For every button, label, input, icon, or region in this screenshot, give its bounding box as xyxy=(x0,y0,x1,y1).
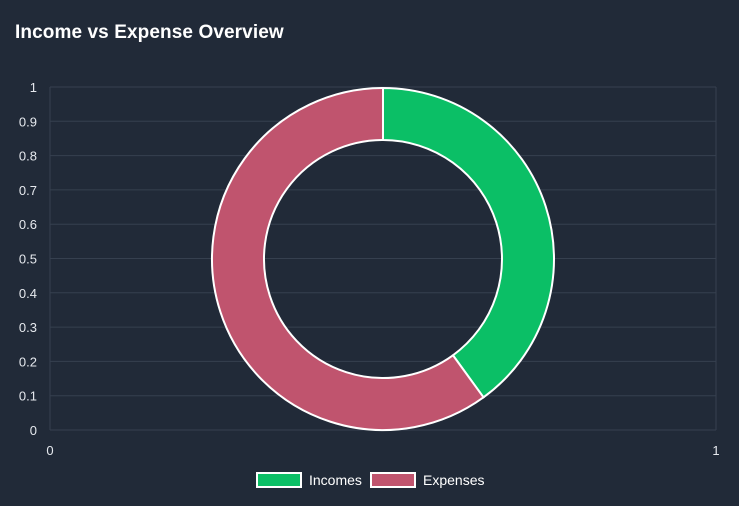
y-tick-label: 0.9 xyxy=(19,114,37,129)
y-tick-label: 0.2 xyxy=(19,354,37,369)
y-tick-label: 0.5 xyxy=(19,252,37,267)
legend-label: Incomes xyxy=(309,472,362,488)
chart-title: Income vs Expense Overview xyxy=(15,22,284,43)
y-tick-label: 0.7 xyxy=(19,183,37,198)
slice-incomes[interactable] xyxy=(382,86,555,399)
y-tick-label: 0.3 xyxy=(19,320,37,335)
y-axis-ticks: 0 0.1 0.2 0.3 0.4 0.5 0.6 0.7 0.8 0.9 1 xyxy=(19,80,37,438)
y-tick-label: 1 xyxy=(30,80,37,95)
y-tick-label: 0.4 xyxy=(19,286,37,301)
y-tick-label: 0.1 xyxy=(19,389,37,404)
legend-item-incomes[interactable]: Incomes xyxy=(256,472,362,488)
legend-swatch xyxy=(370,472,416,488)
y-tick-label: 0.6 xyxy=(19,217,37,232)
legend: Incomes Expenses xyxy=(256,472,484,488)
legend-item-expenses[interactable]: Expenses xyxy=(370,472,484,488)
x-tick-label: 0 xyxy=(46,443,53,458)
y-tick-label: 0 xyxy=(30,423,37,438)
y-tick-label: 0.8 xyxy=(19,149,37,164)
doughnut-slices xyxy=(211,86,555,431)
slice-expenses[interactable] xyxy=(211,86,485,431)
legend-swatch xyxy=(256,472,302,488)
legend-label: Expenses xyxy=(423,472,484,488)
x-tick-label: 1 xyxy=(712,443,719,458)
